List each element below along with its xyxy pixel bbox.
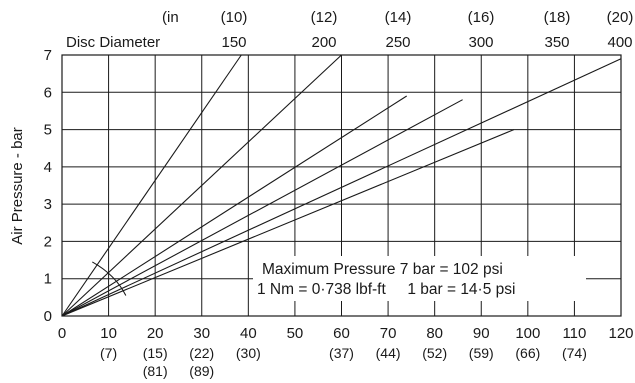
disc-diameter-inch: (18) [544, 9, 571, 26]
x-secondary-label: (30) [236, 345, 261, 361]
plot-frame [61, 54, 622, 317]
x-tick-label: 60 [333, 325, 350, 342]
disc-diameter-mm: 400 [607, 34, 632, 51]
x-tick-label: 50 [287, 325, 304, 342]
disc-diameter-unit-label: (in [162, 9, 179, 26]
min-pressure-arc [92, 261, 127, 296]
y-tick-label: 7 [44, 47, 52, 64]
x-tick-label: 30 [193, 325, 210, 342]
series-line [61, 54, 342, 317]
x-tick-label: 90 [473, 325, 490, 342]
x-secondary-label-2: (89) [189, 363, 214, 379]
x-secondary-label: (59) [469, 345, 494, 361]
series-line [61, 129, 515, 317]
disc-diameter-mm: 150 [221, 34, 246, 51]
x-tick-label: 10 [100, 325, 117, 342]
x-tick-label: 120 [608, 325, 633, 342]
min-pressure-arc-line [92, 261, 127, 296]
y-axis-ticks: 0 1 2 3 4 5 6 7 [44, 47, 52, 325]
annotation-box [253, 256, 586, 301]
y-tick-label: 2 [44, 233, 52, 250]
series-line [61, 95, 407, 317]
y-tick-label: 0 [44, 308, 52, 325]
x-tick-label: 100 [515, 325, 540, 342]
y-tick-label: 6 [44, 84, 52, 101]
x-axis-ticks: 0 10 20 30 40 50 60 70 80 90 100 110 120 (7) (15) (81) (… [58, 325, 634, 379]
series-line [61, 54, 242, 317]
disc-diameter-inch: (16) [468, 9, 495, 26]
x-tick-label: 20 [147, 325, 164, 342]
disc-diameter-label: Disc Diameter [66, 34, 160, 51]
disc-diameter-inch: (14) [385, 9, 412, 26]
annotation-conversions: 1 Nm = 0·738 lbf-ft 1 bar = 14·5 psi [257, 281, 515, 298]
y-tick-label: 3 [44, 196, 52, 213]
x-secondary-label: (15) [143, 345, 168, 361]
annotation-max-pressure: Maximum Pressure 7 bar = 102 psi [262, 261, 503, 278]
disc-diameter-mm: 300 [468, 34, 493, 51]
x-tick-label: 80 [426, 325, 443, 342]
y-tick-label: 5 [44, 122, 52, 139]
disc-diameter-mm: 200 [311, 34, 336, 51]
x-tick-label: 70 [380, 325, 397, 342]
series-lines [61, 54, 622, 317]
x-tick-label: 110 [562, 325, 586, 342]
x-tick-label: 0 [58, 325, 66, 342]
y-axis-label: Air Pressure - bar [9, 127, 26, 245]
series-line [61, 99, 463, 317]
x-secondary-label: (22) [189, 345, 214, 361]
disc-diameter-inch: (20) [607, 9, 634, 26]
x-secondary-label-2: (81) [143, 363, 168, 379]
y-tick-label: 4 [44, 159, 52, 176]
x-tick-label: 40 [240, 325, 257, 342]
x-secondary-label: (7) [100, 345, 117, 361]
x-secondary-label: (37) [329, 345, 354, 361]
disc-diameter-inch: (10) [221, 9, 248, 26]
disc-diameter-inch: (12) [311, 9, 338, 26]
x-secondary-label: (44) [376, 345, 401, 361]
disc-diameter-ticks: (10) (12) (14) (16) (18) (20) 150 200 250 300 350 4… [221, 9, 634, 51]
x-secondary-label: (66) [515, 345, 540, 361]
x-secondary-label: (52) [422, 345, 447, 361]
series-line [61, 58, 622, 317]
disc-diameter-mm: 250 [385, 34, 410, 51]
disc-diameter-mm: 350 [544, 34, 569, 51]
x-secondary-label: (74) [562, 345, 587, 361]
y-tick-label: 1 [44, 271, 52, 288]
